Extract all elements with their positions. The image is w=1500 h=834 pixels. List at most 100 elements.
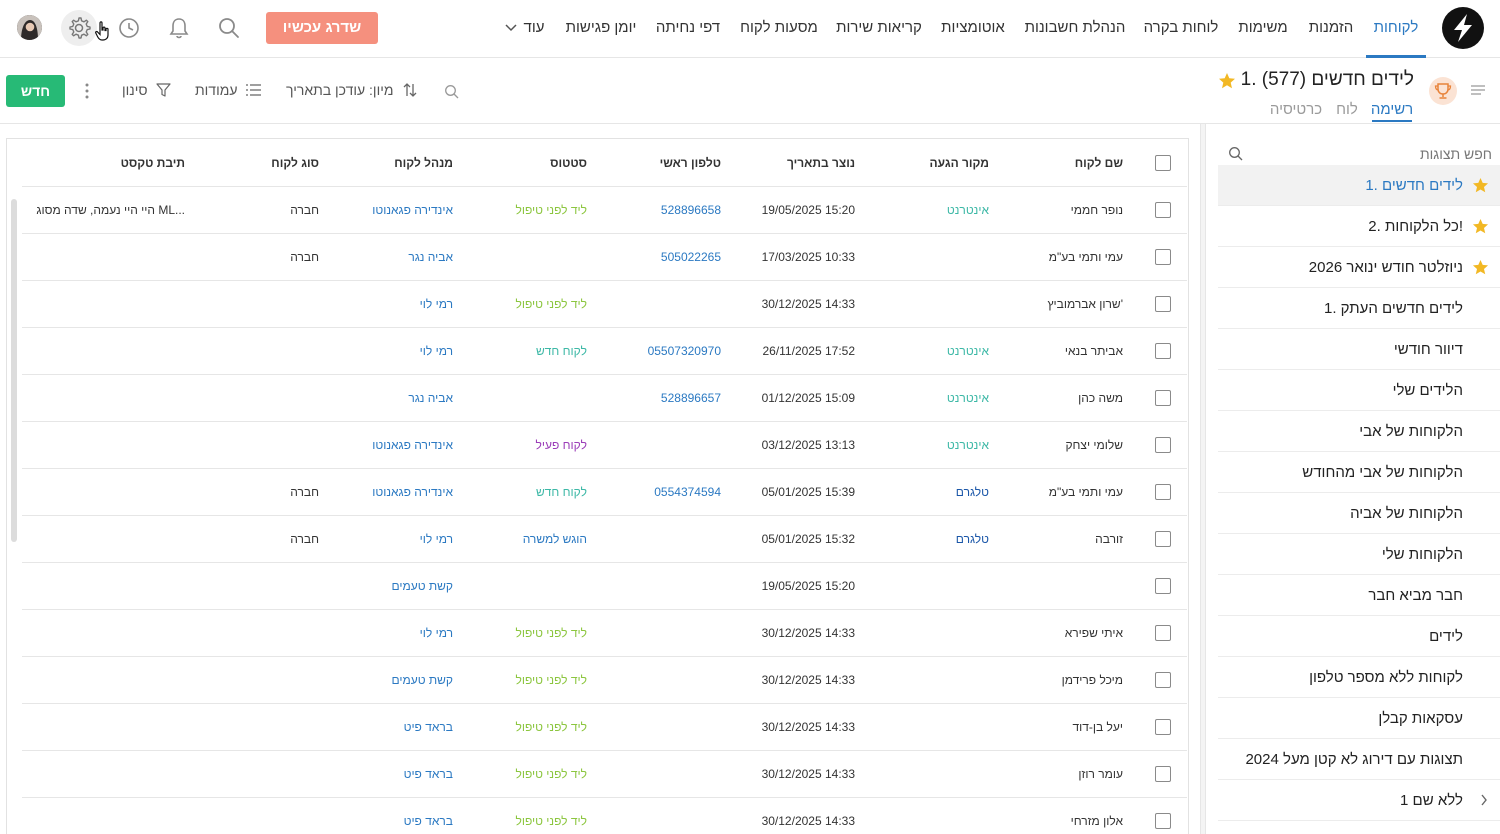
row-checkbox[interactable]: [1155, 813, 1171, 829]
nav-landing-pages[interactable]: דפי נחיתה: [655, 19, 721, 36]
star-icon[interactable]: [1472, 218, 1489, 235]
cell-account-manager[interactable]: בראד פיט: [403, 814, 453, 828]
search-icon[interactable]: [216, 15, 242, 41]
cell-main-phone[interactable]: 0554374594: [654, 485, 721, 499]
table-row[interactable]: עומר רוזן 30/12/2025 14:33 ליד לפני טיפול ב…: [22, 751, 1187, 798]
cell-account-manager[interactable]: רמי לוי: [419, 297, 453, 311]
cell-account-manager[interactable]: אינדירה פגאנוטו: [372, 485, 453, 499]
cell-account-manager[interactable]: רמי לוי: [419, 344, 453, 358]
cell-account-manager[interactable]: קשת טעמים: [391, 673, 453, 687]
sidebar-view-item[interactable]: עסקאות קבלן: [1218, 698, 1500, 739]
cell-account-manager[interactable]: אביה נגר: [408, 391, 453, 405]
star-icon[interactable]: [1472, 177, 1489, 194]
sidebar-view-item[interactable]: ללא שם 1: [1218, 780, 1500, 821]
table-row[interactable]: עמי ותמי בע"מ טלגרם 05/01/2025 15:39 055437…: [22, 469, 1187, 516]
chevron-down-icon[interactable]: [505, 24, 517, 32]
row-checkbox[interactable]: [1155, 719, 1171, 735]
column-header-account-manager[interactable]: מנהל לקוח: [394, 156, 453, 170]
cell-account-manager[interactable]: אביה נגר: [408, 250, 453, 264]
sidebar-view-item[interactable]: לידים: [1218, 616, 1500, 657]
nav-automations[interactable]: אוטומציות: [941, 19, 1005, 36]
cell-account-manager[interactable]: רמי לוי: [419, 532, 453, 546]
cell-account-manager[interactable]: בראד פיט: [403, 720, 453, 734]
sidebar-view-item[interactable]: תצוגות עם דירוג לא קטן מעל 2024: [1218, 739, 1500, 780]
cell-main-phone[interactable]: 528896658: [660, 203, 721, 217]
row-checkbox[interactable]: [1155, 343, 1171, 359]
filter-button[interactable]: סינון: [122, 82, 172, 98]
cell-main-phone[interactable]: 528896657: [660, 391, 721, 405]
nav-dashboards[interactable]: לוחות בקרה: [1143, 19, 1219, 36]
cell-main-phone[interactable]: 05507320970: [647, 344, 721, 358]
sidebar-view-item[interactable]: לקוחות ללא מספר טלפון: [1218, 657, 1500, 698]
sidebar-view-item[interactable]: חבר מביא חבר: [1218, 575, 1500, 616]
app-logo[interactable]: [1442, 7, 1484, 49]
column-header-text-box[interactable]: תיבת טקסט: [120, 156, 185, 170]
column-header-customer-type[interactable]: סוג לקוח: [271, 156, 319, 170]
favorite-star-icon[interactable]: [1218, 72, 1236, 90]
sort-button[interactable]: מיון: עודכן בתאריך: [286, 82, 417, 98]
row-checkbox[interactable]: [1155, 578, 1171, 594]
sidebar-view-item[interactable]: 1. לידים חדשים: [1218, 165, 1500, 206]
table-row[interactable]: יעל בן-דוד 30/12/2025 14:33 ליד לפני טיפול…: [22, 704, 1187, 751]
more-options-icon[interactable]: [84, 83, 90, 99]
row-checkbox[interactable]: [1155, 437, 1171, 453]
nav-customers[interactable]: לקוחות: [1373, 19, 1419, 36]
chevron-right-icon[interactable]: [1480, 794, 1488, 806]
sidebar-view-item[interactable]: הלקוחות של אביה: [1218, 493, 1500, 534]
user-avatar[interactable]: [17, 15, 42, 40]
table-row[interactable]: זורבה טלגרם 05/01/2025 15:32 הוגש למשרה רמי …: [22, 516, 1187, 563]
cell-account-manager[interactable]: אינדירה פגאנוטו: [372, 438, 453, 452]
row-checkbox[interactable]: [1155, 766, 1171, 782]
menu-icon[interactable]: [1471, 85, 1485, 95]
cell-account-manager[interactable]: רמי לוי: [419, 626, 453, 640]
row-checkbox[interactable]: [1155, 390, 1171, 406]
row-checkbox[interactable]: [1155, 202, 1171, 218]
trophy-icon[interactable]: [1429, 77, 1457, 105]
sidebar-view-item[interactable]: דיוור חודשי: [1218, 329, 1500, 370]
row-checkbox[interactable]: [1155, 625, 1171, 641]
table-row[interactable]: אלון מזרחי 30/12/2025 14:33 ליד לפני טיפול…: [22, 798, 1187, 834]
table-row[interactable]: אביתר בנאי אינטרנט 26/11/2025 17:52 0550732…: [22, 328, 1187, 375]
history-clock-icon[interactable]: [116, 15, 142, 41]
tab-board[interactable]: לוח: [1336, 101, 1358, 118]
table-row[interactable]: עמי ותמי בע"מ 17/03/2025 10:33 505022265 אב…: [22, 234, 1187, 281]
column-header-status[interactable]: סטטוס: [550, 156, 587, 170]
star-icon[interactable]: [1472, 259, 1489, 276]
sidebar-resize-handle[interactable]: [1200, 124, 1206, 834]
column-header-main-phone[interactable]: טלפון ראשי: [659, 156, 721, 170]
table-search-icon[interactable]: [444, 84, 460, 100]
new-record-button[interactable]: חדש: [6, 75, 65, 107]
sidebar-view-item[interactable]: הלידים שלי: [1218, 370, 1500, 411]
upgrade-now-button[interactable]: שדרג עכשיו: [266, 12, 378, 44]
select-all-checkbox[interactable]: [1155, 155, 1171, 171]
table-row[interactable]: שרון אברמוביץ' 30/12/2025 14:33 ליד לפני ט…: [22, 281, 1187, 328]
row-checkbox[interactable]: [1155, 672, 1171, 688]
table-row[interactable]: איתי שפירא 30/12/2025 14:33 ליד לפני טיפול…: [22, 610, 1187, 657]
sidebar-view-item[interactable]: הלקוחות של אבי מהחודש: [1218, 452, 1500, 493]
columns-button[interactable]: עמודות: [195, 82, 262, 98]
nav-orders[interactable]: הזמנות: [1308, 19, 1354, 36]
nav-more[interactable]: עוד: [523, 19, 545, 36]
nav-meeting-calendar[interactable]: יומן פגישות: [565, 19, 637, 36]
cell-account-manager[interactable]: בראד פיט: [403, 767, 453, 781]
sidebar-view-item[interactable]: 1. לידים חדשים העתק: [1218, 288, 1500, 329]
settings-button[interactable]: [61, 10, 97, 46]
views-search-input[interactable]: חפש תצוגות: [1218, 134, 1500, 164]
row-checkbox[interactable]: [1155, 531, 1171, 547]
nav-accounting[interactable]: הנהלת חשבונות: [1024, 19, 1126, 36]
bell-icon[interactable]: [166, 15, 192, 41]
table-row[interactable]: שלומי יצחק אינטרנט 03/12/2025 13:13 לקוח פע…: [22, 422, 1187, 469]
tab-list[interactable]: רשימה: [1370, 101, 1414, 118]
table-scrollbar[interactable]: [11, 199, 17, 542]
row-checkbox[interactable]: [1155, 296, 1171, 312]
nav-service-calls[interactable]: קריאות שירות: [836, 19, 922, 36]
sidebar-view-item[interactable]: הלקוחות שלי: [1218, 534, 1500, 575]
tab-cards[interactable]: כרטיסיה: [1269, 101, 1323, 118]
table-row[interactable]: 19/05/2025 15:20 קשת טעמים: [22, 563, 1187, 610]
sidebar-view-item[interactable]: ניוזלטר חודש ינואר 2026: [1218, 247, 1500, 288]
row-checkbox[interactable]: [1155, 484, 1171, 500]
table-row[interactable]: מיכל פרידמן 30/12/2025 14:33 ליד לפני טיפו…: [22, 657, 1187, 704]
nav-tasks[interactable]: משימות: [1238, 19, 1288, 36]
table-row[interactable]: נופר חממי אינטרנט 19/05/2025 15:20 52889665…: [22, 187, 1187, 234]
table-row[interactable]: משה כהן אינטרנט 01/12/2025 15:09 528896657 א…: [22, 375, 1187, 422]
